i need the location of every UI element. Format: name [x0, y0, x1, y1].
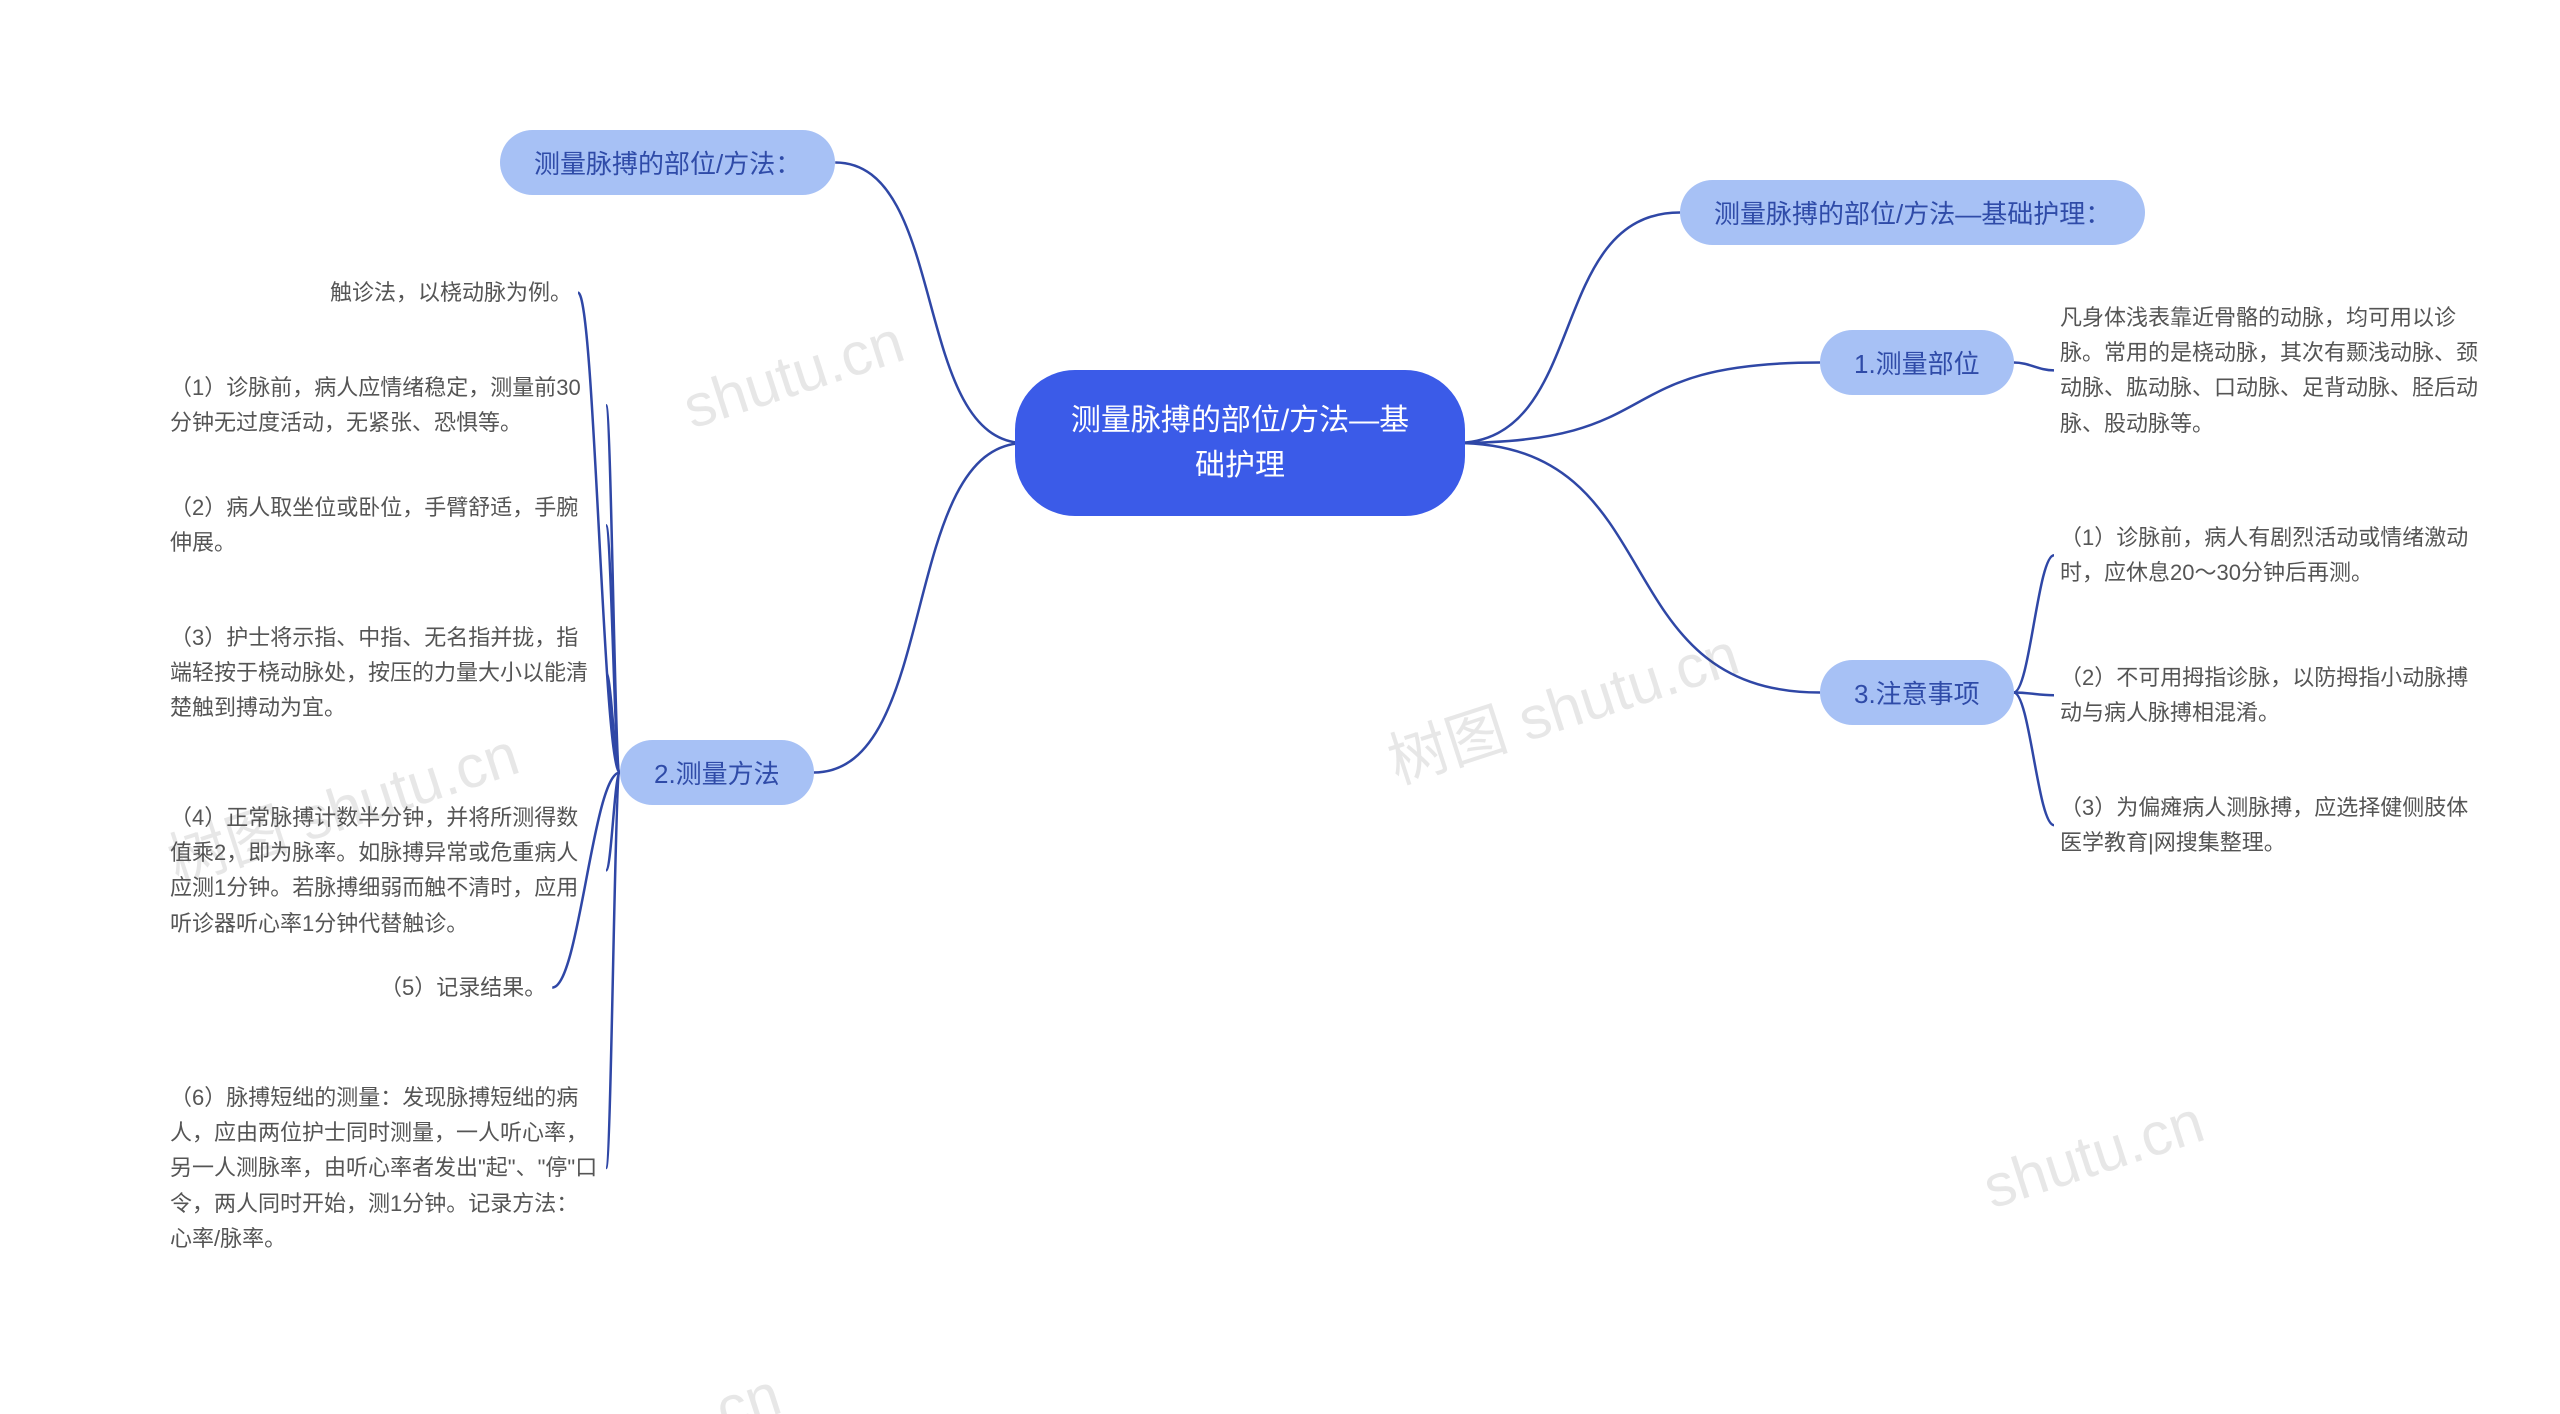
leaf-node: （1）诊脉前，病人有剧烈活动或情绪激动时，应休息20～30分钟后再测。 [2060, 520, 2490, 590]
watermark: shutu.cn [1975, 1087, 2212, 1223]
leaf-text: （2）病人取坐位或卧位，手臂舒适，手腕伸展。 [170, 495, 578, 555]
branch-right-1: 1.测量部位 [1820, 330, 2014, 395]
leaf-text: （1）诊脉前，病人有剧烈活动或情绪激动时，应休息20～30分钟后再测。 [2060, 525, 2468, 585]
mindmap-canvas: 测量脉搏的部位/方法—基础护理 测量脉搏的部位/方法： 2.测量方法 测量脉搏的… [0, 0, 2560, 1414]
leaf-text: （3）护士将示指、中指、无名指并拢，指端轻按于桡动脉处，按压的力量大小以能清楚触… [170, 625, 588, 720]
leaf-node: 触诊法，以桡动脉为例。 [330, 275, 572, 310]
leaf-node: （6）脉搏短绌的测量：发现脉搏短绌的病人，应由两位护士同时测量，一人听心率，另一… [170, 1080, 600, 1256]
watermark: 树图 shutu.cn [1375, 606, 1748, 801]
branch-left-1: 2.测量方法 [620, 740, 814, 805]
leaf-text: （3）为偏瘫病人测脉搏，应选择健侧肢体医学教育|网搜集整理。 [2060, 795, 2468, 855]
branch-right-0: 测量脉搏的部位/方法—基础护理： [1680, 180, 2145, 245]
watermark: .cn [691, 1359, 788, 1414]
branch-label: 3.注意事项 [1854, 679, 1980, 709]
leaf-node: （1）诊脉前，病人应情绪稳定，测量前30分钟无过度活动，无紧张、恐惧等。 [170, 370, 600, 440]
branch-right-2: 3.注意事项 [1820, 660, 2014, 725]
branch-left-0: 测量脉搏的部位/方法： [500, 130, 835, 195]
leaf-text: （6）脉搏短绌的测量：发现脉搏短绌的病人，应由两位护士同时测量，一人听心率，另一… [170, 1085, 597, 1251]
leaf-text: 凡身体浅表靠近骨骼的动脉，均可用以诊脉。常用的是桡动脉，其次有颞浅动脉、颈动脉、… [2060, 305, 2478, 436]
leaf-node: 凡身体浅表靠近骨骼的动脉，均可用以诊脉。常用的是桡动脉，其次有颞浅动脉、颈动脉、… [2060, 300, 2490, 441]
center-text: 测量脉搏的部位/方法—基础护理 [1071, 404, 1409, 482]
branch-label: 2.测量方法 [654, 759, 780, 789]
leaf-node: （2）不可用拇指诊脉，以防拇指小动脉搏动与病人脉搏相混淆。 [2060, 660, 2490, 730]
leaf-node: （3）护士将示指、中指、无名指并拢，指端轻按于桡动脉处，按压的力量大小以能清楚触… [170, 620, 600, 726]
leaf-text: （2）不可用拇指诊脉，以防拇指小动脉搏动与病人脉搏相混淆。 [2060, 665, 2468, 725]
leaf-text: （5）记录结果。 [380, 975, 546, 1000]
leaf-node: （5）记录结果。 [380, 970, 546, 1005]
leaf-text: （1）诊脉前，病人应情绪稳定，测量前30分钟无过度活动，无紧张、恐惧等。 [170, 375, 581, 435]
branch-label: 测量脉搏的部位/方法： [534, 149, 801, 179]
leaf-text: 触诊法，以桡动脉为例。 [330, 280, 572, 305]
leaf-node: （3）为偏瘫病人测脉搏，应选择健侧肢体医学教育|网搜集整理。 [2060, 790, 2490, 860]
branch-label: 测量脉搏的部位/方法—基础护理： [1714, 199, 2111, 229]
center-node: 测量脉搏的部位/方法—基础护理 [1015, 370, 1465, 516]
leaf-text: （4）正常脉搏计数半分钟，并将所测得数值乘2，即为脉率。如脉搏异常或危重病人应测… [170, 805, 578, 936]
leaf-node: （4）正常脉搏计数半分钟，并将所测得数值乘2，即为脉率。如脉搏异常或危重病人应测… [170, 800, 600, 941]
watermark: shutu.cn [675, 307, 912, 443]
branch-label: 1.测量部位 [1854, 349, 1980, 379]
leaf-node: （2）病人取坐位或卧位，手臂舒适，手腕伸展。 [170, 490, 600, 560]
